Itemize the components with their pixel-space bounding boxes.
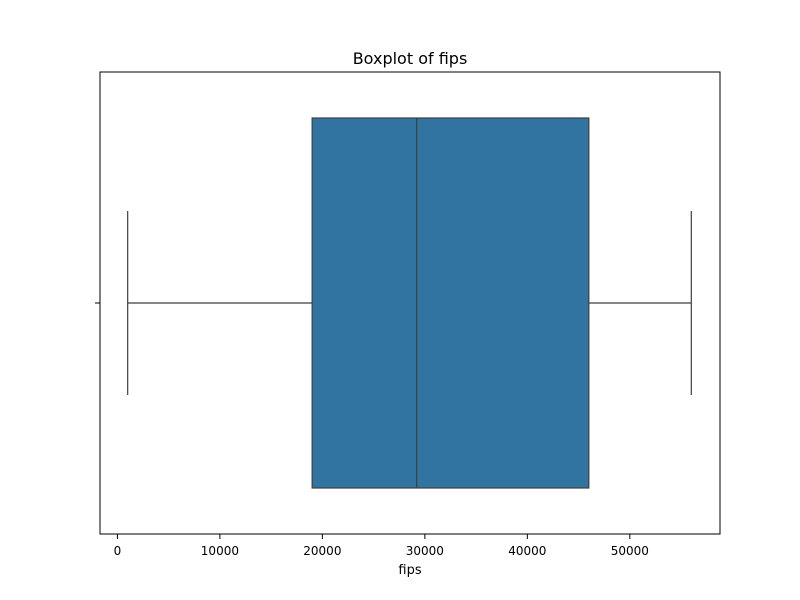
chart-title: Boxplot of fips — [353, 49, 468, 68]
x-tick-label: 50000 — [611, 544, 649, 558]
x-axis-ticks: 0 10000 20000 30000 40000 50000 — [114, 534, 649, 558]
box-group — [127, 117, 692, 489]
x-axis-label: fips — [398, 563, 421, 578]
x-tick-label: 10000 — [201, 544, 239, 558]
interquartile-box — [311, 117, 590, 489]
x-tick-label: 20000 — [303, 544, 341, 558]
x-tick-label: 30000 — [406, 544, 444, 558]
x-tick-label: 0 — [114, 544, 122, 558]
x-tick-label: 40000 — [508, 544, 546, 558]
